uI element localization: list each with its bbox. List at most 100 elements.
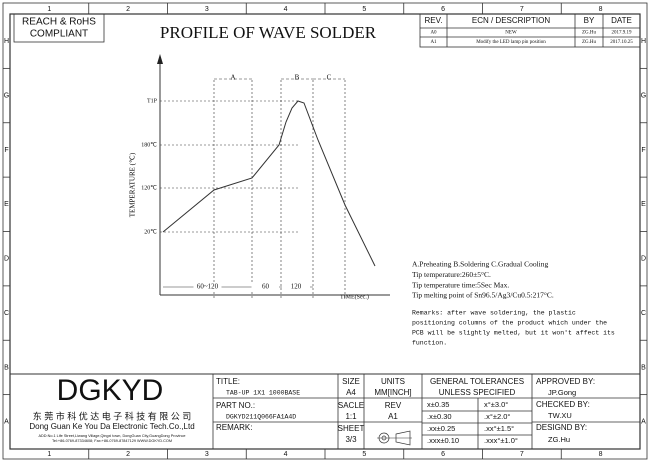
revision-header: BY [584,16,595,25]
revision-cell: A1 [430,40,437,45]
tolerance-value: x±0.35 [427,400,449,409]
profile-curve [162,100,376,267]
zone-letter: E [4,201,9,208]
zone-number: 7 [520,451,524,458]
tolerance-value: .xxx°±1.0° [484,436,518,445]
zone-number: 3 [205,451,209,458]
zone-letter: H [4,38,9,45]
zone-number: 4 [284,451,288,458]
zone-number: 7 [520,6,524,13]
zone-letter: F [641,147,645,154]
field-label: TITLE: [216,377,240,386]
label-bg [251,282,280,292]
zone-number: 4 [284,6,288,13]
revision-header: ECN / DESCRIPTION [472,16,550,25]
company-address: ADD:No.1 Life Street,Liwang Village,Qing… [39,434,186,438]
zone-letter: F [4,147,8,154]
tolerance-value: .xxx±0.10 [427,436,459,445]
field-value: A1 [388,412,398,421]
zone-number: 6 [441,451,445,458]
field-label: SHEET [338,424,365,433]
temperature-label: 180℃ [141,142,157,148]
duration-label: 60 [262,283,270,291]
tolerance-header: UNLESS SPECIFIED [439,388,516,397]
zone-number: 1 [47,451,51,458]
field-label: APPROVED BY: [536,377,595,386]
field-label: UNITS [381,377,405,386]
phase-label: B [295,74,300,82]
zone-number: 6 [441,6,445,13]
zone-letter: D [4,256,9,263]
zone-letter: H [641,38,646,45]
field-value: A4 [346,388,356,397]
revision-header: DATE [611,16,632,25]
note-line: Tip temperature time:5Sec Max. [412,280,509,289]
zone-letter: G [641,92,646,99]
zone-letter: C [4,310,9,317]
revision-table [419,13,641,48]
x-axis-label: TIME(Sec.) [340,293,369,300]
field-value: TW.XU [548,411,572,420]
zone-number: 5 [362,451,366,458]
revision-cell: A0 [430,31,437,36]
zone-number: 1 [47,6,51,13]
tolerance-header: GENERAL TOLERANCES [430,377,524,386]
remark-line: function. [412,340,447,347]
revision-cell: Modify the LED lamp pin position [476,40,546,45]
tolerance-value: .xx°±1.5° [484,424,514,433]
temperature-label: 120℃ [141,185,157,191]
revision-cell: 2017.9.19 [612,31,633,36]
field-value: MM[INCH] [374,388,411,397]
note-line: Tip temperature:260±5°C. [412,270,491,279]
projection-symbol [395,430,411,446]
remark-line: positioning columns of the product which… [412,320,607,327]
zone-letter: A [641,419,646,426]
duration-label: 120 [291,283,302,291]
temperature-label: T1P [147,98,158,104]
zone-letter: E [641,201,646,208]
y-axis-label: TEMPERATURE (℃) [129,152,137,217]
duration-label: 60~120 [197,283,219,291]
revision-cell: 2017.10.25 [610,40,633,45]
zone-letter: B [4,364,9,371]
compliance-text: COMPLIANT [30,29,88,40]
field-value: TAB-UP 1X1 1000BASE [226,390,300,397]
phase-label: C [327,74,332,82]
tolerance-value: x°±3.0° [484,400,508,409]
zone-letter: A [4,419,9,426]
drawing-title: PROFILE OF WAVE SOLDER [160,23,377,42]
axis-arrow [157,54,163,64]
field-label: DESIGND BY: [536,423,587,432]
zone-letter: B [641,364,646,371]
tolerance-value: .x±0.30 [427,412,452,421]
field-value: DGKYD211Q066FA1A4D [226,414,296,421]
zone-number: 8 [599,451,603,458]
revision-cell: ZG.Hu [582,31,597,36]
phase-label: A [230,74,235,82]
field-label: REMARK: [216,423,252,432]
temperature-label: 20℃ [144,229,157,235]
company-name-en: Dong Guan Ke You Da Electronic Tech.Co.,… [29,422,194,431]
note-line: Tip melting point of Sn96.5/Ag3/Cu0.5:21… [412,291,554,300]
field-label: SIZE [342,377,360,386]
company-name-cn: 东 莞 市 科 优 达 电 子 科 技 有 限 公 司 [33,410,192,421]
remark-line: PCB will be slightly melted, but it won'… [412,330,615,337]
field-label: PART NO.: [216,401,255,410]
zone-letter: C [641,310,646,317]
revision-cell: ZG.Hu [582,40,597,45]
field-value: JP.Gong [548,388,576,397]
company-logo: DGKYD [57,374,164,407]
tolerance-value: .xx±0.25 [427,424,455,433]
label-bg [193,282,222,292]
label-bg [282,282,310,292]
compliance-box [13,13,105,43]
field-label: SACLE [338,401,364,410]
tolerance-value: .x°±2.0° [484,412,510,421]
zone-number: 5 [362,6,366,13]
zone-letter: G [4,92,9,99]
field-value: 1:1 [345,412,357,421]
compliance-text: REACH & RoHS [22,17,96,28]
zone-number: 2 [126,6,130,13]
zone-number: 2 [126,451,130,458]
revision-header: REV. [425,16,443,25]
